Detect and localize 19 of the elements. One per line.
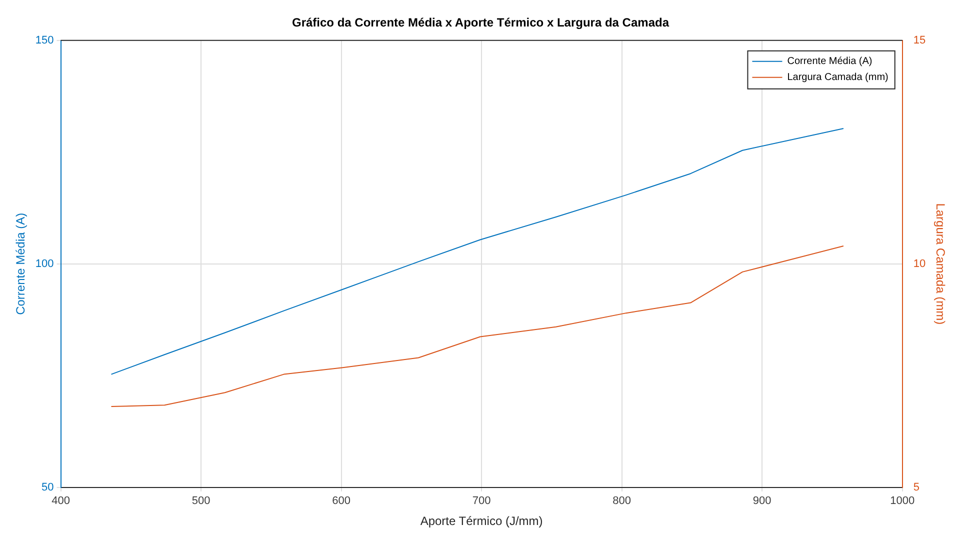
x-tick-label: 500 xyxy=(192,495,210,508)
y-tick-label: 100 xyxy=(35,258,54,270)
x-tick-label: 1000 xyxy=(890,495,915,508)
y-tick-label: 150 xyxy=(35,34,54,46)
x-tick-label: 800 xyxy=(612,495,632,508)
x-tick-label: 600 xyxy=(332,495,350,508)
y2-tick-label: 5 xyxy=(913,481,920,494)
legend-label: Largura Camada (mm) xyxy=(787,72,888,84)
y-tick-label: 50 xyxy=(42,481,54,494)
y-axis-title: Corrente Média (A) xyxy=(14,212,28,315)
chart-title: Gráfico da Corrente Média x Aporte Térmico x Largura da Camada xyxy=(292,16,670,30)
x-tick-label: 400 xyxy=(52,495,70,508)
x-tick-label: 900 xyxy=(752,495,772,508)
x-tick-label: 700 xyxy=(472,495,491,508)
y2-tick-label: 15 xyxy=(913,34,926,46)
y2-axis-title: Largura Camada (mm) xyxy=(933,203,948,325)
y2-tick-label: 10 xyxy=(913,258,926,270)
x-axis-title: Aporte Térmico (J/mm) xyxy=(420,514,543,528)
legend-label: Corrente Média (A) xyxy=(787,56,872,68)
